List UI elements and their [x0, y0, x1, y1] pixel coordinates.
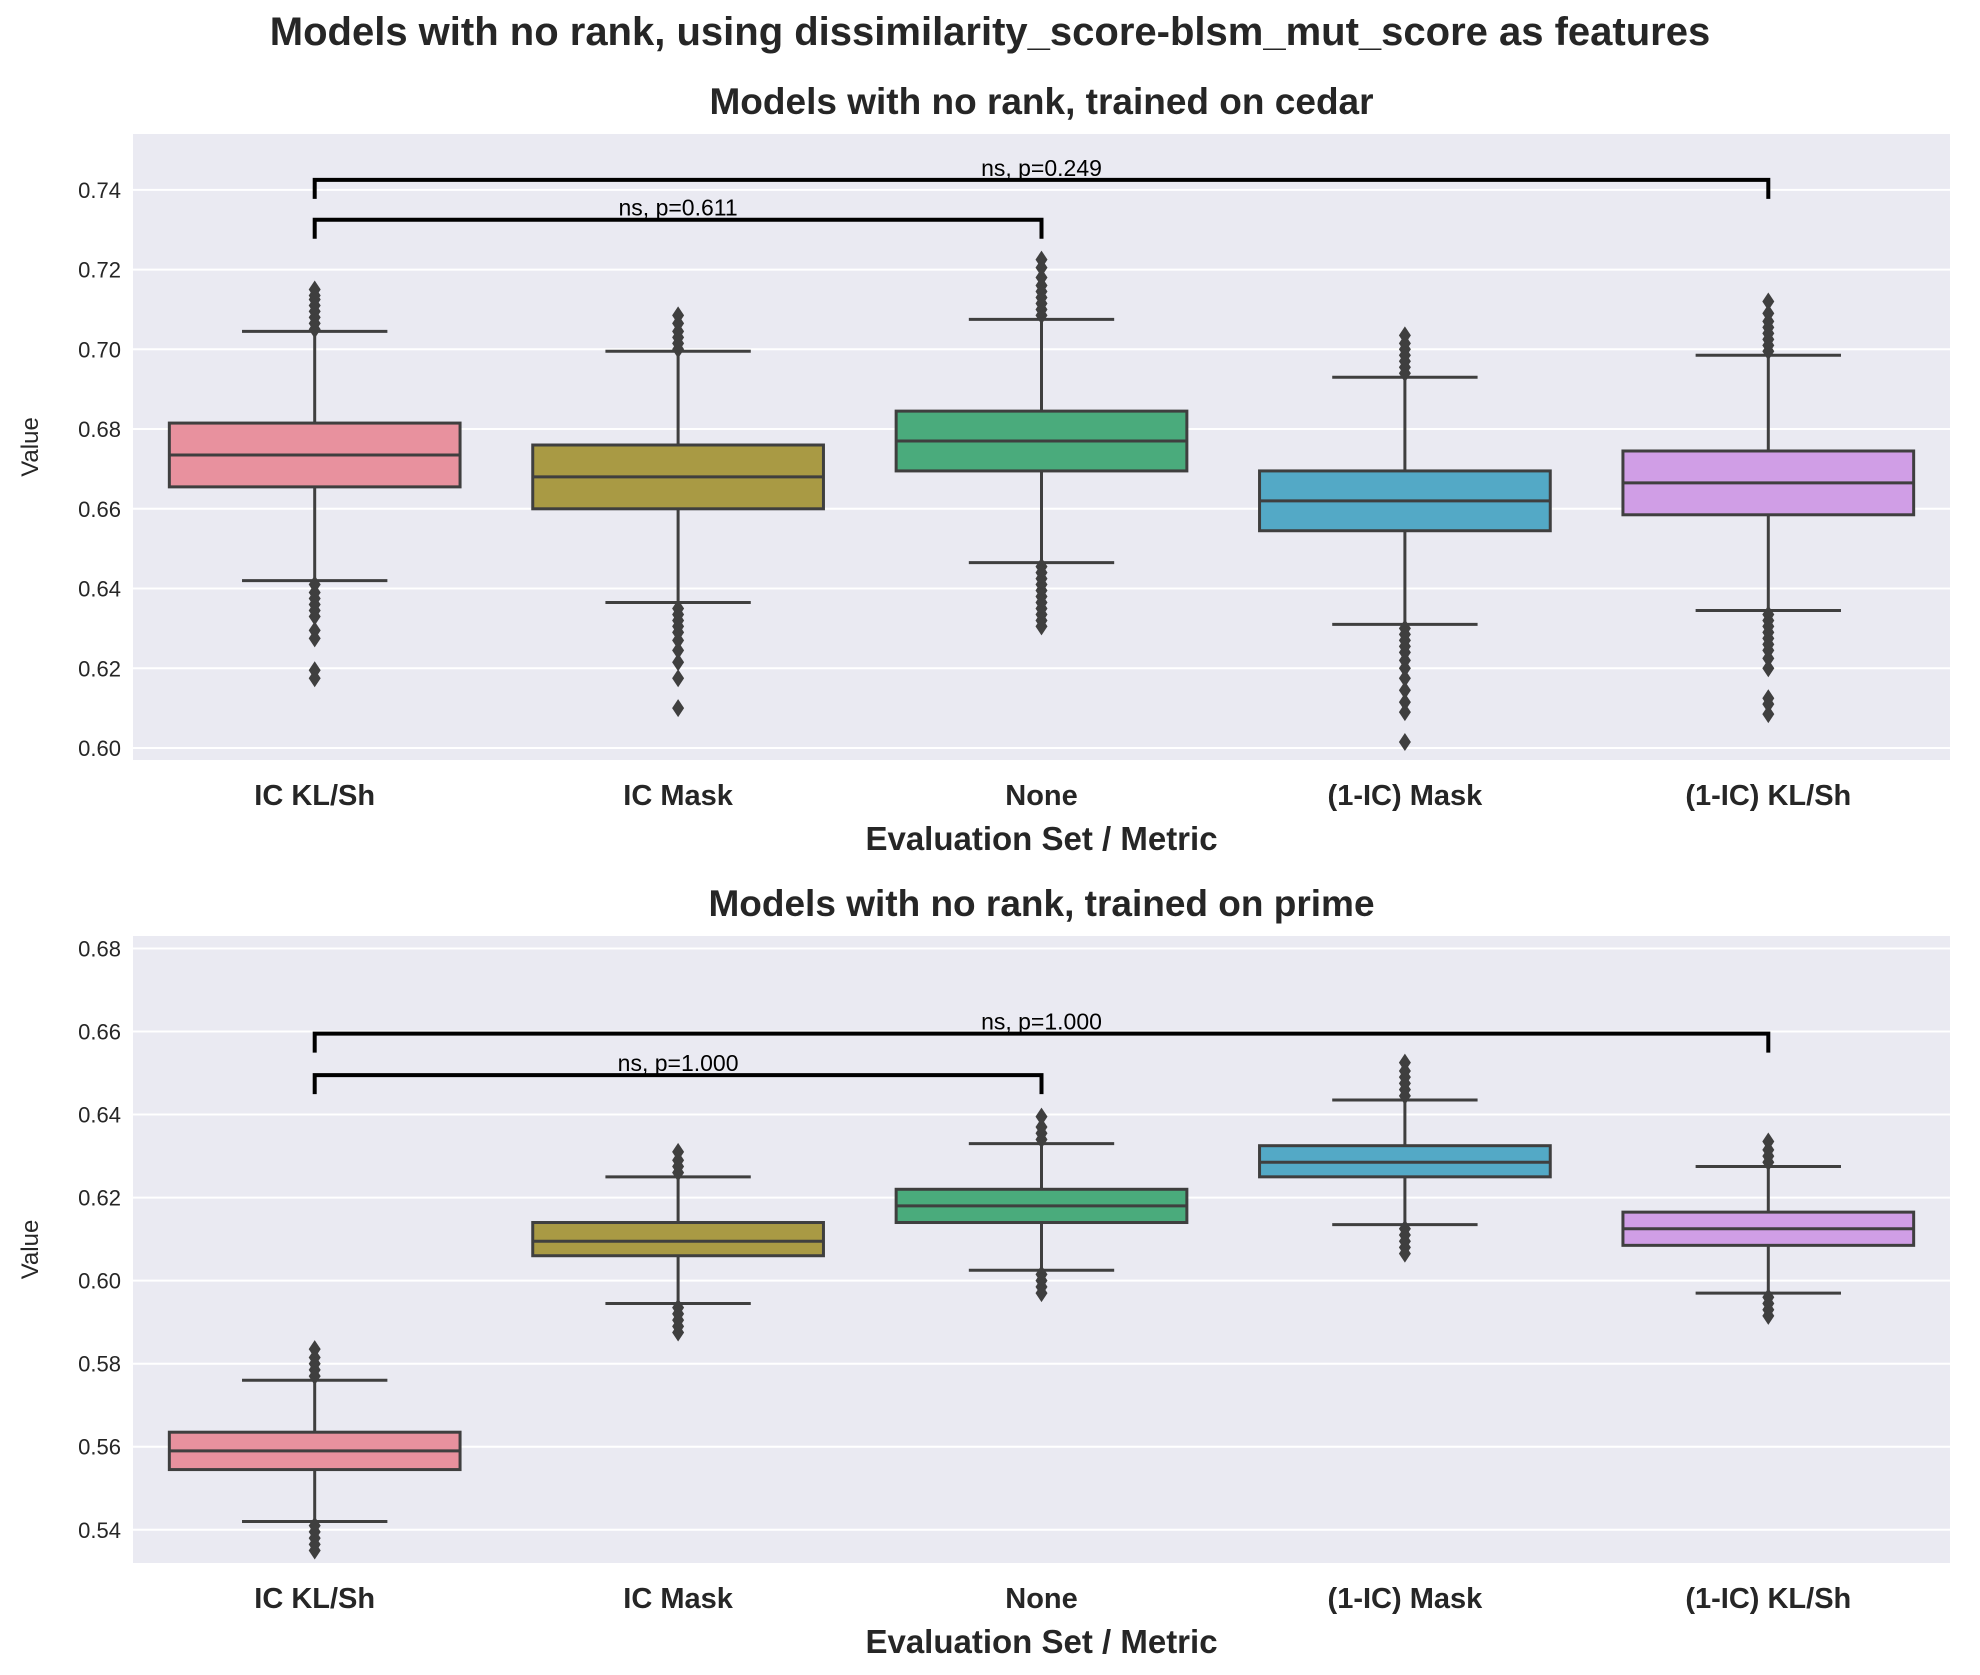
outlier-point	[1398, 693, 1411, 712]
outlier-point	[672, 1323, 685, 1342]
box-4	[1258, 1053, 1552, 1263]
x-axis-label: Evaluation Set / Metric	[865, 820, 1217, 857]
outlier-point	[1398, 659, 1411, 678]
x-tick-label: (1-IC) Mask	[1328, 780, 1484, 812]
x-tick-label: (1-IC) KL/Sh	[1685, 1583, 1851, 1615]
x-tick-label: IC KL/Sh	[254, 780, 375, 812]
y-tick-label: 0.66	[78, 497, 121, 522]
outlier-point	[308, 669, 321, 688]
panel-1: 0.60 0.62 0.64 0.66 0.68 0.70 0.72 0.74 Models w…	[17, 81, 1950, 857]
outlier-point	[1398, 703, 1411, 722]
outlier-point	[1035, 1107, 1048, 1126]
panel-title: Models with no rank, trained on cedar	[709, 81, 1373, 122]
y-tick-label: 0.62	[78, 656, 121, 681]
outlier-point	[1035, 250, 1048, 269]
bracket-label: ns, p=0.249	[981, 155, 1102, 181]
outlier-point	[1762, 1306, 1775, 1325]
bracket-label: ns, p=1.000	[981, 1009, 1102, 1035]
outlier-point	[1398, 733, 1411, 752]
bracket-line	[312, 177, 1771, 199]
x-tick-label: None	[1005, 780, 1078, 812]
outlier-point	[1398, 1053, 1411, 1072]
box-2	[531, 1142, 825, 1342]
box-2	[531, 306, 825, 718]
outlier-point	[1762, 705, 1775, 724]
significance-bracket: ns, p=1.000	[312, 1009, 1771, 1053]
box-3	[894, 1107, 1189, 1303]
x-tick-label: (1-IC) Mask	[1328, 1583, 1484, 1615]
y-tick-label: 0.60	[78, 736, 121, 761]
figure-suptitle: Models with no rank, using dissimilarity…	[269, 10, 1711, 54]
outlier-point	[1762, 304, 1775, 323]
box-body	[531, 1221, 825, 1258]
significance-bracket: ns, p=0.611	[312, 195, 1044, 239]
bracket-line	[312, 1073, 1044, 1095]
y-tick-label: 0.62	[78, 1186, 121, 1211]
x-axis-label: Evaluation Set / Metric	[865, 1623, 1217, 1660]
outlier-point	[672, 669, 685, 688]
box-3	[894, 250, 1189, 636]
y-tick-label: 0.54	[78, 1518, 121, 1543]
box-1	[167, 1340, 462, 1560]
x-tick-label: IC KL/Sh	[254, 1583, 375, 1615]
outlier-point	[1762, 695, 1775, 714]
y-tick-label: 0.64	[78, 577, 121, 602]
x-tick-label: IC Mask	[623, 780, 733, 812]
panel-2: 0.54 0.56 0.58 0.60 0.62 0.64 0.66 0.68 Models w…	[17, 883, 1950, 1660]
y-tick-label: 0.58	[78, 1352, 121, 1377]
significance-bracket: ns, p=0.249	[312, 155, 1771, 199]
outlier-point	[672, 1142, 685, 1161]
y-tick-label: 0.74	[78, 178, 121, 203]
outlier-point	[1762, 1132, 1775, 1151]
outlier-point	[672, 641, 685, 660]
outlier-point	[672, 631, 685, 650]
box-1	[167, 280, 462, 688]
box-4	[1258, 326, 1552, 752]
outlier-point	[1762, 649, 1775, 668]
y-tick-label: 0.68	[78, 936, 121, 961]
outlier-point	[308, 280, 321, 299]
outlier-point	[1762, 659, 1775, 678]
panel-title: Models with no rank, trained on prime	[708, 883, 1374, 924]
x-tick-label: None	[1005, 1583, 1078, 1615]
outlier-point	[1035, 617, 1048, 636]
y-tick-label: 0.72	[78, 258, 121, 283]
outlier-point	[308, 1340, 321, 1359]
outlier-point	[308, 607, 321, 626]
y-tick-label: 0.68	[78, 417, 121, 442]
y-tick-label: 0.64	[78, 1103, 121, 1128]
y-tick-label: 0.66	[78, 1020, 121, 1045]
outlier-point	[308, 1541, 321, 1560]
y-tick-label: 0.70	[78, 337, 121, 362]
y-tick-label: 0.56	[78, 1435, 121, 1460]
bracket-line	[312, 1031, 1771, 1053]
y-axis-label: Value	[17, 417, 44, 477]
outlier-point	[672, 699, 685, 718]
bracket-label: ns, p=1.000	[618, 1050, 739, 1076]
outlier-point	[672, 653, 685, 672]
outlier-point	[1398, 669, 1411, 688]
outlier-point	[1398, 326, 1411, 345]
bracket-label: ns, p=0.611	[619, 195, 738, 221]
outlier-point	[1762, 292, 1775, 311]
significance-bracket: ns, p=1.000	[312, 1050, 1044, 1095]
box-5	[1621, 1132, 1916, 1325]
y-tick-label: 0.60	[78, 1269, 121, 1294]
outlier-point	[1398, 681, 1411, 700]
outlier-point	[1035, 268, 1048, 287]
x-tick-label: IC Mask	[623, 1583, 733, 1615]
box-5	[1621, 292, 1916, 724]
outlier-point	[1035, 1118, 1048, 1137]
x-tick-label: (1-IC) KL/Sh	[1685, 780, 1851, 812]
bracket-line	[312, 217, 1044, 239]
outlier-point	[1398, 1244, 1411, 1263]
outlier-point	[1035, 1284, 1048, 1303]
outlier-point	[308, 629, 321, 648]
outlier-point	[672, 306, 685, 325]
y-axis-label: Value	[17, 1220, 44, 1280]
